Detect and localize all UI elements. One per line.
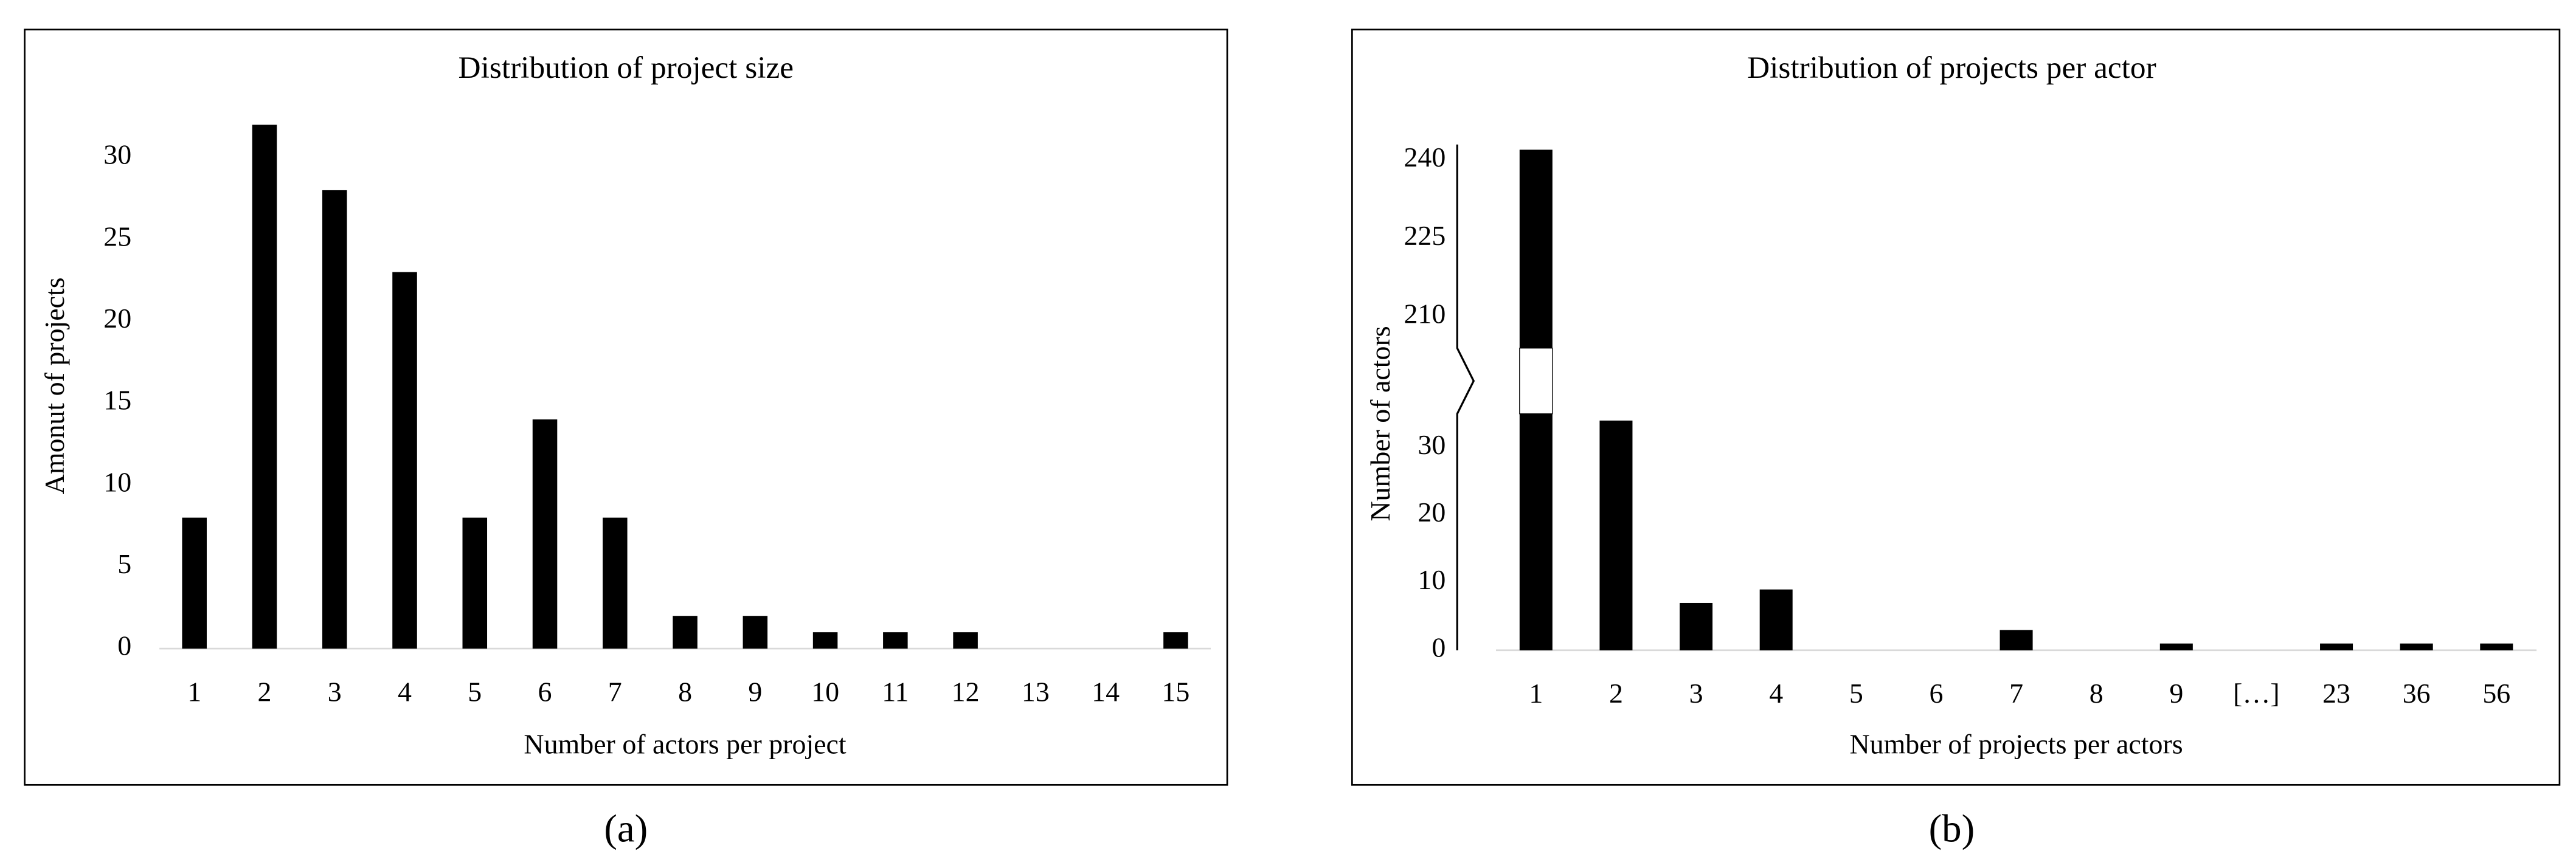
y-tick-label: 20 <box>1418 497 1446 528</box>
bar <box>743 616 768 649</box>
bar <box>1759 589 1793 650</box>
x-tick-label: 8 <box>678 676 692 707</box>
bar <box>1599 420 1633 650</box>
x-tick-label: 1 <box>1529 678 1543 709</box>
panel-label: (a) <box>604 807 648 851</box>
x-tick-label: […] <box>2233 678 2279 709</box>
bar <box>2320 643 2353 650</box>
y-tick-label: 0 <box>1432 632 1446 663</box>
x-tick-label: 23 <box>2322 678 2350 709</box>
x-tick-label: 7 <box>608 676 622 707</box>
x-tick-label: 36 <box>2403 678 2431 709</box>
x-tick-label: 6 <box>538 676 552 707</box>
bar <box>673 616 698 649</box>
y-axis <box>1456 144 1475 650</box>
x-tick-label: 4 <box>1769 678 1783 709</box>
bar <box>603 517 628 649</box>
bar <box>1163 632 1188 649</box>
x-tick-label: 2 <box>1609 678 1623 709</box>
x-tick-label: 8 <box>2090 678 2103 709</box>
x-tick-label: 6 <box>1929 678 1943 709</box>
y-tick-label: 240 <box>1404 142 1446 173</box>
bar <box>2400 643 2433 650</box>
bar <box>2480 643 2513 650</box>
chart-title: Distribution of project size <box>459 50 794 85</box>
y-tick-label: 225 <box>1404 220 1446 251</box>
x-tick-label: 14 <box>1092 676 1120 707</box>
y-tick-label: 10 <box>1418 564 1446 595</box>
x-tick-label: 5 <box>1849 678 1863 709</box>
x-tick-label: 11 <box>882 676 909 707</box>
bar <box>953 632 978 649</box>
chart-title: Distribution of projects per actor <box>1747 50 2156 85</box>
x-tick-label: 7 <box>2009 678 2023 709</box>
y-tick-label: 210 <box>1404 298 1446 329</box>
bar <box>532 419 558 649</box>
x-tick-label: 3 <box>1689 678 1703 709</box>
x-tick-label: 5 <box>468 676 482 707</box>
x-axis-title: Number of actors per project <box>524 729 846 760</box>
y-tick-label: 20 <box>103 303 131 334</box>
x-tick-label: 15 <box>1162 676 1189 707</box>
bar <box>2159 643 2193 650</box>
y-tick-label: 30 <box>103 139 131 170</box>
bar <box>462 517 488 649</box>
y-axis-title: Number of actors <box>1365 326 1396 521</box>
x-tick-label: 10 <box>811 676 839 707</box>
y-axis-title: Amonut of projects <box>39 277 70 494</box>
bar <box>883 632 908 649</box>
y-tick-label: 30 <box>1418 429 1446 460</box>
y-tick-label: 0 <box>117 630 131 661</box>
y-tick-label: 10 <box>103 466 131 497</box>
x-tick-label: 13 <box>1022 676 1050 707</box>
bar <box>812 632 838 649</box>
bar <box>182 517 207 649</box>
x-tick-label: 9 <box>2169 678 2183 709</box>
y-tick-label: 15 <box>103 385 131 416</box>
panel-label: (b) <box>1929 807 1975 851</box>
x-tick-label: 4 <box>398 676 412 707</box>
bar <box>322 190 347 649</box>
x-tick-label: 3 <box>328 676 342 707</box>
y-tick-label: 25 <box>103 221 131 252</box>
x-axis-title: Number of projects per actors <box>1850 729 2183 760</box>
axis-break-gap <box>1519 348 1553 415</box>
x-tick-label: 2 <box>258 676 272 707</box>
x-tick-label: 12 <box>952 676 980 707</box>
bar <box>1680 602 1713 650</box>
bar <box>252 125 277 649</box>
x-tick-label: 56 <box>2482 678 2510 709</box>
panel-frame <box>24 29 1228 786</box>
panel-frame <box>1351 29 2561 786</box>
x-tick-label: 1 <box>187 676 201 707</box>
y-tick-label: 5 <box>117 548 131 579</box>
bar <box>392 272 417 649</box>
x-tick-label: 9 <box>748 676 762 707</box>
bar <box>2000 630 2033 650</box>
